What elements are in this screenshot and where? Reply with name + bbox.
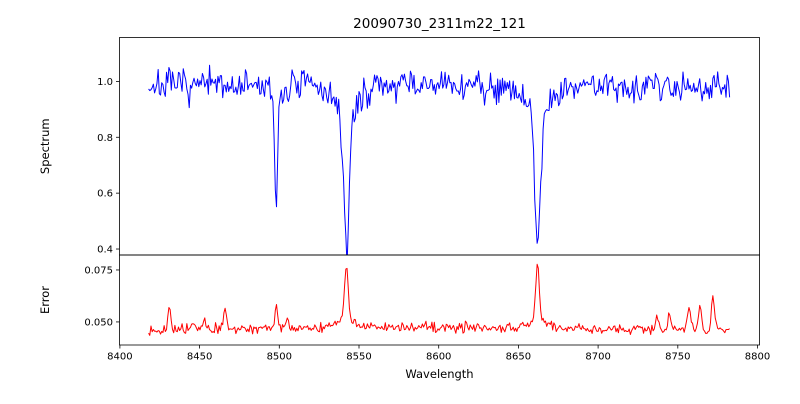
y-tick-label: 0.6 (97, 189, 113, 200)
x-tick-label: 8700 (585, 352, 610, 363)
y-tick-label: 0.8 (97, 133, 113, 144)
error-y-axis-label: Error (38, 286, 52, 314)
error-panel-border (119, 254, 760, 346)
x-tick-label: 8800 (745, 352, 770, 363)
y-tick-label: 0.4 (97, 245, 113, 256)
y-tick-label: 0.050 (84, 317, 113, 328)
y-tick-label: 0.075 (84, 265, 113, 276)
x-tick-label: 8600 (426, 352, 451, 363)
x-tick-label: 8400 (107, 352, 132, 363)
chart-title: 20090730_2311m22_121 (353, 16, 526, 32)
series-layer (148, 64, 731, 336)
spectrum-y-axis-label: Spectrum (38, 118, 52, 174)
y-tick-label: 1.0 (97, 77, 113, 88)
x-tick-label: 8550 (346, 352, 371, 363)
x-tick-label: 8450 (187, 352, 212, 363)
x-tick-label: 8500 (267, 352, 292, 363)
x-tick-label: 8750 (665, 352, 690, 363)
spectrum-panel-border (119, 37, 760, 256)
x-tick-label: 8650 (506, 352, 531, 363)
x-axis-label: Wavelength (405, 367, 473, 381)
error-line (148, 263, 730, 336)
ticks-layer: 8400 8450 8500 8550 8600 8650 8700 8750 8800 0.4 0… (84, 77, 770, 363)
spectrum-line (148, 64, 731, 255)
